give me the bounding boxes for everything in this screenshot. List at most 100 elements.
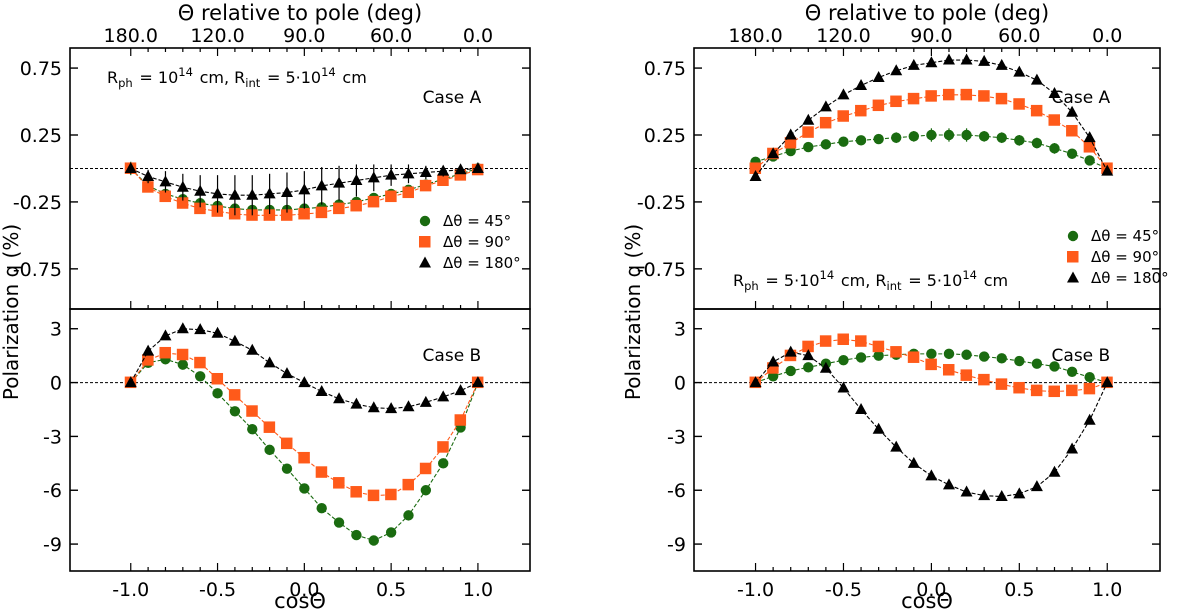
data-point-g90	[855, 104, 867, 117]
top-tick-label: 120.0	[816, 25, 870, 47]
data-point-g90	[767, 362, 779, 374]
data-point-g90	[925, 358, 937, 371]
data-point-g45	[351, 529, 362, 541]
data-point-g90	[942, 88, 955, 101]
y-axis-label-right: Polarization q (%)	[621, 224, 645, 400]
data-point-g45	[1031, 358, 1043, 369]
legend-marker-g45	[419, 215, 431, 227]
data-point-g45	[438, 458, 449, 469]
y-tick-label: 3	[674, 319, 686, 341]
data-point-g90	[333, 202, 345, 215]
data-point-g90	[454, 414, 467, 426]
y-tick-label: 0	[50, 373, 62, 395]
series-line-g45	[755, 353, 1108, 384]
data-point-g45	[926, 348, 937, 360]
data-point-g180	[749, 376, 762, 388]
data-point-g90	[1083, 382, 1096, 395]
data-point-g45	[891, 132, 902, 143]
data-point-g180	[767, 147, 780, 159]
x-tick-label: -0.5	[825, 579, 862, 601]
data-point-g90	[1083, 141, 1096, 153]
data-point-g180	[437, 390, 450, 402]
top-axis-label: Θ relative to pole (deg)	[805, 1, 1049, 25]
data-point-g90	[176, 197, 189, 209]
data-point-g90	[419, 462, 432, 475]
data-point-g180	[367, 171, 380, 183]
data-point-g90	[837, 110, 849, 122]
x-axis-label: cosΘ	[901, 589, 953, 612]
data-point-g90	[246, 405, 258, 417]
data-point-g90	[960, 369, 973, 381]
data-point-g45	[1014, 135, 1025, 146]
y-tick-label: -6	[667, 480, 686, 502]
data-point-g45	[194, 371, 206, 382]
panel-right-top: 0.75 0.25 -0.25 -0.75 180.0 120.0 90.0 60.0 0.0 Θ…	[637, 1, 1169, 310]
data-point-g90	[402, 186, 414, 199]
data-point-g45	[961, 349, 972, 360]
data-point-g180	[925, 56, 938, 68]
legend-marker-g90	[419, 236, 431, 248]
data-point-g180	[1083, 413, 1096, 425]
panel-right-bottom: 3 0 -3 -6 -9 -1.0 -0.5 0.0 0.5 1.0 cosΘ Case B	[667, 308, 1161, 612]
series-g180	[749, 345, 1114, 502]
y-tick-label: -9	[667, 534, 686, 556]
data-point-g90	[907, 92, 920, 105]
data-point-g90	[1030, 384, 1043, 397]
data-point-g90	[819, 116, 832, 129]
data-point-g180	[211, 187, 224, 199]
data-point-g180	[124, 376, 137, 388]
data-point-g180	[246, 343, 259, 355]
case-label: Case A	[423, 88, 482, 108]
data-point-g180	[280, 186, 293, 198]
data-point-g180	[176, 322, 189, 334]
data-point-g90	[385, 190, 397, 203]
data-point-g180	[124, 161, 137, 173]
data-point-g180	[890, 440, 903, 452]
data-point-g180	[978, 489, 991, 501]
data-point-g180	[819, 361, 832, 373]
plot-frame	[693, 308, 1161, 572]
data-point-g45	[385, 527, 397, 538]
data-point-g45	[1049, 361, 1060, 372]
data-point-g180	[350, 174, 363, 186]
data-point-g90	[1030, 104, 1043, 117]
data-point-g45	[943, 348, 955, 360]
panel-left-bottom: 3 0 -3 -6 -9 -1.0 -0.5 0.0 0.5 1.0 cosΘ Case B	[43, 308, 531, 612]
data-point-g45	[943, 129, 955, 141]
top-tick-label: 60.0	[370, 25, 412, 47]
data-point-g90	[142, 354, 154, 366]
data-point-g180	[960, 485, 973, 497]
data-point-g45	[1066, 366, 1078, 378]
data-point-g90	[315, 206, 328, 219]
data-point-g90	[333, 477, 345, 489]
data-point-g90	[872, 99, 885, 112]
data-point-g45	[264, 444, 275, 456]
data-point-g180	[995, 58, 1008, 70]
data-point-g90	[749, 162, 762, 174]
data-point-g90	[1066, 124, 1078, 137]
top-tick-label: 90.0	[283, 25, 325, 47]
data-point-g90	[890, 346, 902, 358]
data-point-g180	[211, 326, 224, 338]
data-point-g90	[367, 489, 380, 502]
data-point-g45	[1031, 137, 1043, 149]
legend-label-g45: Δθ = 45°	[1091, 227, 1159, 245]
data-point-g180	[942, 478, 955, 490]
data-point-g90	[960, 88, 973, 101]
legend-label-g45: Δθ = 45°	[443, 212, 511, 230]
series-g180	[124, 161, 484, 216]
data-point-g45	[873, 350, 884, 361]
top-tick-label: 0.0	[1092, 25, 1122, 47]
y-tick-label: -9	[43, 534, 62, 556]
data-point-g90	[419, 179, 432, 192]
data-point-g180	[159, 329, 172, 341]
x-tick-label: -1.0	[737, 579, 774, 601]
legend-marker-g180	[1067, 271, 1079, 283]
data-point-g45	[996, 353, 1007, 364]
data-point-g90	[802, 126, 814, 138]
x-tick-label: 0.0	[916, 579, 946, 601]
data-point-g90	[907, 351, 920, 363]
data-point-g180	[454, 163, 467, 175]
top-tick-label: 180.0	[728, 25, 782, 47]
x-tick-label: -1.0	[112, 579, 149, 601]
